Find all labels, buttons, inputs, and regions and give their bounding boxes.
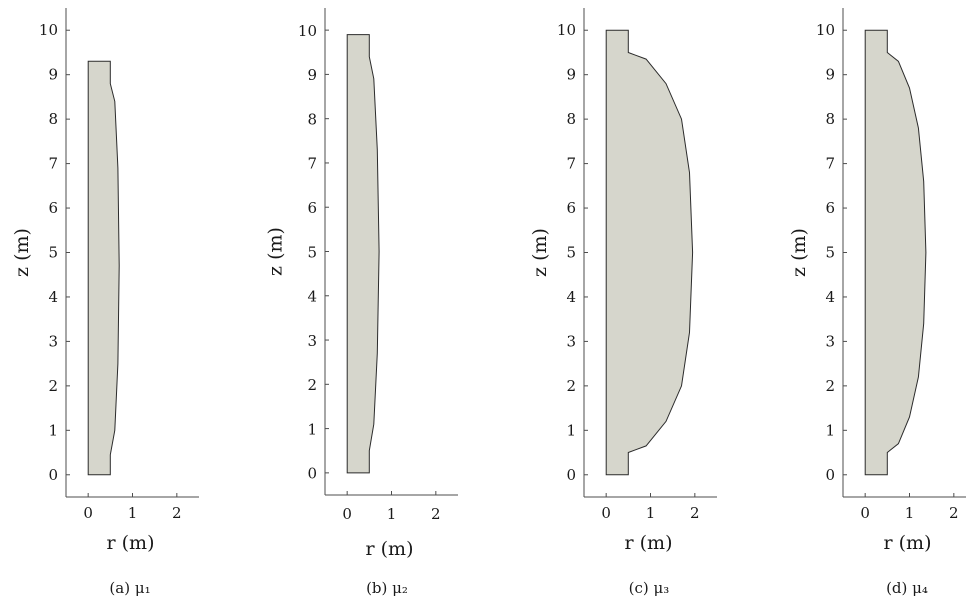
y-tick-label: 10	[816, 21, 835, 39]
y-tick-label: 8	[307, 110, 317, 128]
panel-caption: (d) μ₄	[886, 579, 928, 597]
y-tick-label: 5	[307, 243, 317, 261]
y-tick-label: 1	[48, 421, 58, 439]
y-tick-label: 4	[307, 288, 317, 306]
y-tick-label: 4	[48, 288, 58, 306]
geometry-shape	[605, 29, 694, 476]
y-tick-label: 3	[307, 332, 317, 350]
y-tick-label: 2	[566, 377, 576, 395]
x-tick-label: 0	[860, 504, 870, 522]
y-tick-label: 0	[48, 466, 58, 484]
y-axis-label: z (m)	[529, 228, 551, 277]
y-tick-label: 8	[566, 110, 576, 128]
y-tick-label: 10	[298, 22, 317, 40]
y-tick-label: 5	[48, 244, 58, 262]
panel-caption: (c) μ₃	[629, 579, 670, 597]
x-axis-label: r (m)	[366, 538, 414, 560]
y-axis-label: z (m)	[11, 228, 33, 277]
x-axis-label: r (m)	[625, 532, 673, 554]
y-tick-label: 8	[825, 110, 835, 128]
y-tick-label: 5	[566, 244, 576, 262]
y-tick-label: 1	[307, 420, 317, 438]
x-tick-label: 2	[949, 504, 959, 522]
y-tick-label: 6	[825, 199, 835, 217]
y-tick-label: 5	[825, 244, 835, 262]
y-tick-label: 1	[825, 421, 835, 439]
y-tick-label: 9	[48, 66, 58, 84]
x-axis-label: r (m)	[884, 532, 932, 554]
y-tick-label: 7	[566, 155, 576, 173]
y-tick-label: 4	[566, 288, 576, 306]
panel-2: 0 1 2 3 4 5 6 7 8 9 10 0 1 2 r (m) z (m) (b) μ₂	[264, 8, 458, 597]
x-tick-label: 0	[601, 504, 611, 522]
x-tick-label: 0	[342, 505, 352, 523]
x-tick-label: 1	[128, 504, 138, 522]
y-tick-label: 7	[48, 155, 58, 173]
geometry-shape	[87, 60, 120, 476]
y-tick-label: 9	[566, 66, 576, 84]
x-tick-label: 1	[646, 504, 656, 522]
y-tick-label: 4	[825, 288, 835, 306]
panel-1: 0 1 2 3 4 5 6 7 8 9 10 0 1 2 r (m) z (m) (a) μ₁	[11, 8, 199, 597]
x-axis-label: r (m)	[107, 532, 155, 554]
y-tick-label: 9	[825, 66, 835, 84]
y-tick-label: 0	[566, 466, 576, 484]
y-tick-label: 2	[48, 377, 58, 395]
geometry-shape	[864, 29, 927, 476]
y-axis-label: z (m)	[788, 228, 810, 277]
y-tick-label: 6	[48, 199, 58, 217]
y-axis-label: z (m)	[264, 227, 286, 276]
y-tick-label: 9	[307, 66, 317, 84]
y-tick-label: 6	[566, 199, 576, 217]
y-tick-label: 3	[48, 332, 58, 350]
panel-3: 0 1 2 3 4 5 6 7 8 9 10 0 1 2 r (m) z (m) (c) μ₃	[529, 8, 717, 597]
x-tick-label: 0	[83, 504, 93, 522]
y-tick-label: 1	[566, 421, 576, 439]
panel-4: 0 1 2 3 4 5 6 7 8 9 10 0 1 2 r (m) z (m) (d) μ₄	[788, 8, 966, 597]
y-tick-label: 0	[825, 466, 835, 484]
x-tick-label: 1	[905, 504, 915, 522]
y-tick-label: 7	[825, 155, 835, 173]
y-tick-label: 6	[307, 199, 317, 217]
x-tick-label: 2	[172, 504, 182, 522]
y-tick-label: 7	[307, 155, 317, 173]
x-tick-label: 2	[431, 505, 441, 523]
y-tick-label: 0	[307, 465, 317, 483]
geometry-shape	[346, 34, 380, 474]
y-tick-label: 8	[48, 110, 58, 128]
x-tick-label: 2	[690, 504, 700, 522]
y-tick-label: 10	[557, 21, 576, 39]
y-tick-label: 3	[825, 332, 835, 350]
x-tick-label: 1	[387, 505, 397, 523]
y-tick-label: 2	[825, 377, 835, 395]
panel-caption: (b) μ₂	[366, 579, 408, 597]
y-tick-label: 10	[39, 21, 58, 39]
y-tick-label: 3	[566, 332, 576, 350]
y-tick-label: 2	[307, 376, 317, 394]
panel-caption: (a) μ₁	[109, 579, 150, 597]
